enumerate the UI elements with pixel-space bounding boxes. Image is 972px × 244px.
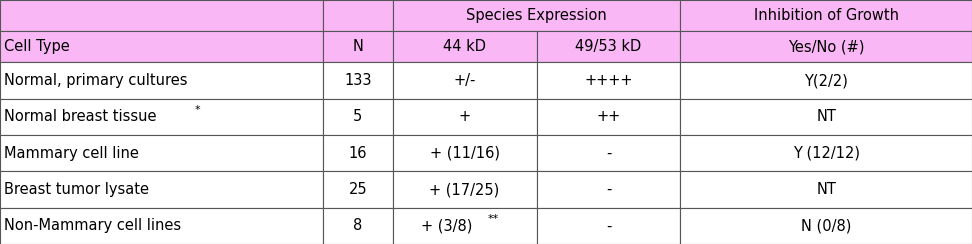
Bar xyxy=(323,62,393,99)
Bar xyxy=(393,99,537,135)
Bar xyxy=(393,135,537,171)
Text: NT: NT xyxy=(816,182,836,197)
Text: -: - xyxy=(606,146,611,161)
Text: 49/53 kD: 49/53 kD xyxy=(575,39,642,54)
Text: Yes/No (#): Yes/No (#) xyxy=(788,39,864,54)
Text: 44 kD: 44 kD xyxy=(443,39,486,54)
Bar xyxy=(323,31,393,62)
Text: +: + xyxy=(459,109,470,124)
Bar xyxy=(0,135,323,171)
Text: Mammary cell line: Mammary cell line xyxy=(4,146,139,161)
Text: NT: NT xyxy=(816,109,836,124)
Bar xyxy=(537,99,680,135)
Bar xyxy=(680,31,972,62)
Text: Y (12/12): Y (12/12) xyxy=(793,146,859,161)
Text: 5: 5 xyxy=(353,109,363,124)
Bar xyxy=(537,62,680,99)
Text: + (3/8): + (3/8) xyxy=(422,218,472,233)
Bar xyxy=(0,171,323,208)
Bar xyxy=(323,99,393,135)
Bar xyxy=(323,135,393,171)
Bar xyxy=(680,0,972,31)
Text: ++++: ++++ xyxy=(584,73,633,88)
Bar xyxy=(0,31,323,62)
Text: N (0/8): N (0/8) xyxy=(801,218,851,233)
Text: *: * xyxy=(194,105,200,115)
Bar xyxy=(393,62,537,99)
Bar xyxy=(393,31,537,62)
Bar xyxy=(393,208,537,244)
Bar xyxy=(0,0,323,31)
Text: Inhibition of Growth: Inhibition of Growth xyxy=(753,8,899,23)
Text: Normal breast tissue: Normal breast tissue xyxy=(4,109,156,124)
Bar xyxy=(0,62,323,99)
Bar xyxy=(0,208,323,244)
Bar xyxy=(537,135,680,171)
Bar xyxy=(537,31,680,62)
Text: Breast tumor lysate: Breast tumor lysate xyxy=(4,182,149,197)
Text: Non-Mammary cell lines: Non-Mammary cell lines xyxy=(4,218,181,233)
Text: 133: 133 xyxy=(344,73,371,88)
Text: Cell Type: Cell Type xyxy=(4,39,70,54)
Text: Species Expression: Species Expression xyxy=(467,8,607,23)
Bar xyxy=(393,0,680,31)
Text: +/-: +/- xyxy=(453,73,476,88)
Text: + (11/16): + (11/16) xyxy=(430,146,500,161)
Bar xyxy=(680,99,972,135)
Bar xyxy=(680,171,972,208)
Text: N: N xyxy=(352,39,364,54)
Text: 25: 25 xyxy=(348,182,367,197)
Text: -: - xyxy=(606,218,611,233)
Text: Y(2/2): Y(2/2) xyxy=(804,73,849,88)
Text: -: - xyxy=(606,182,611,197)
Bar xyxy=(0,99,323,135)
Bar xyxy=(537,208,680,244)
Text: 8: 8 xyxy=(353,218,363,233)
Bar xyxy=(323,171,393,208)
Text: + (17/25): + (17/25) xyxy=(430,182,500,197)
Text: ++: ++ xyxy=(597,109,620,124)
Bar xyxy=(393,171,537,208)
Text: Normal, primary cultures: Normal, primary cultures xyxy=(4,73,188,88)
Text: 16: 16 xyxy=(348,146,367,161)
Bar xyxy=(323,208,393,244)
Text: **: ** xyxy=(488,214,500,224)
Bar xyxy=(680,62,972,99)
Bar xyxy=(537,171,680,208)
Bar xyxy=(680,135,972,171)
Bar xyxy=(323,0,393,31)
Bar xyxy=(680,208,972,244)
